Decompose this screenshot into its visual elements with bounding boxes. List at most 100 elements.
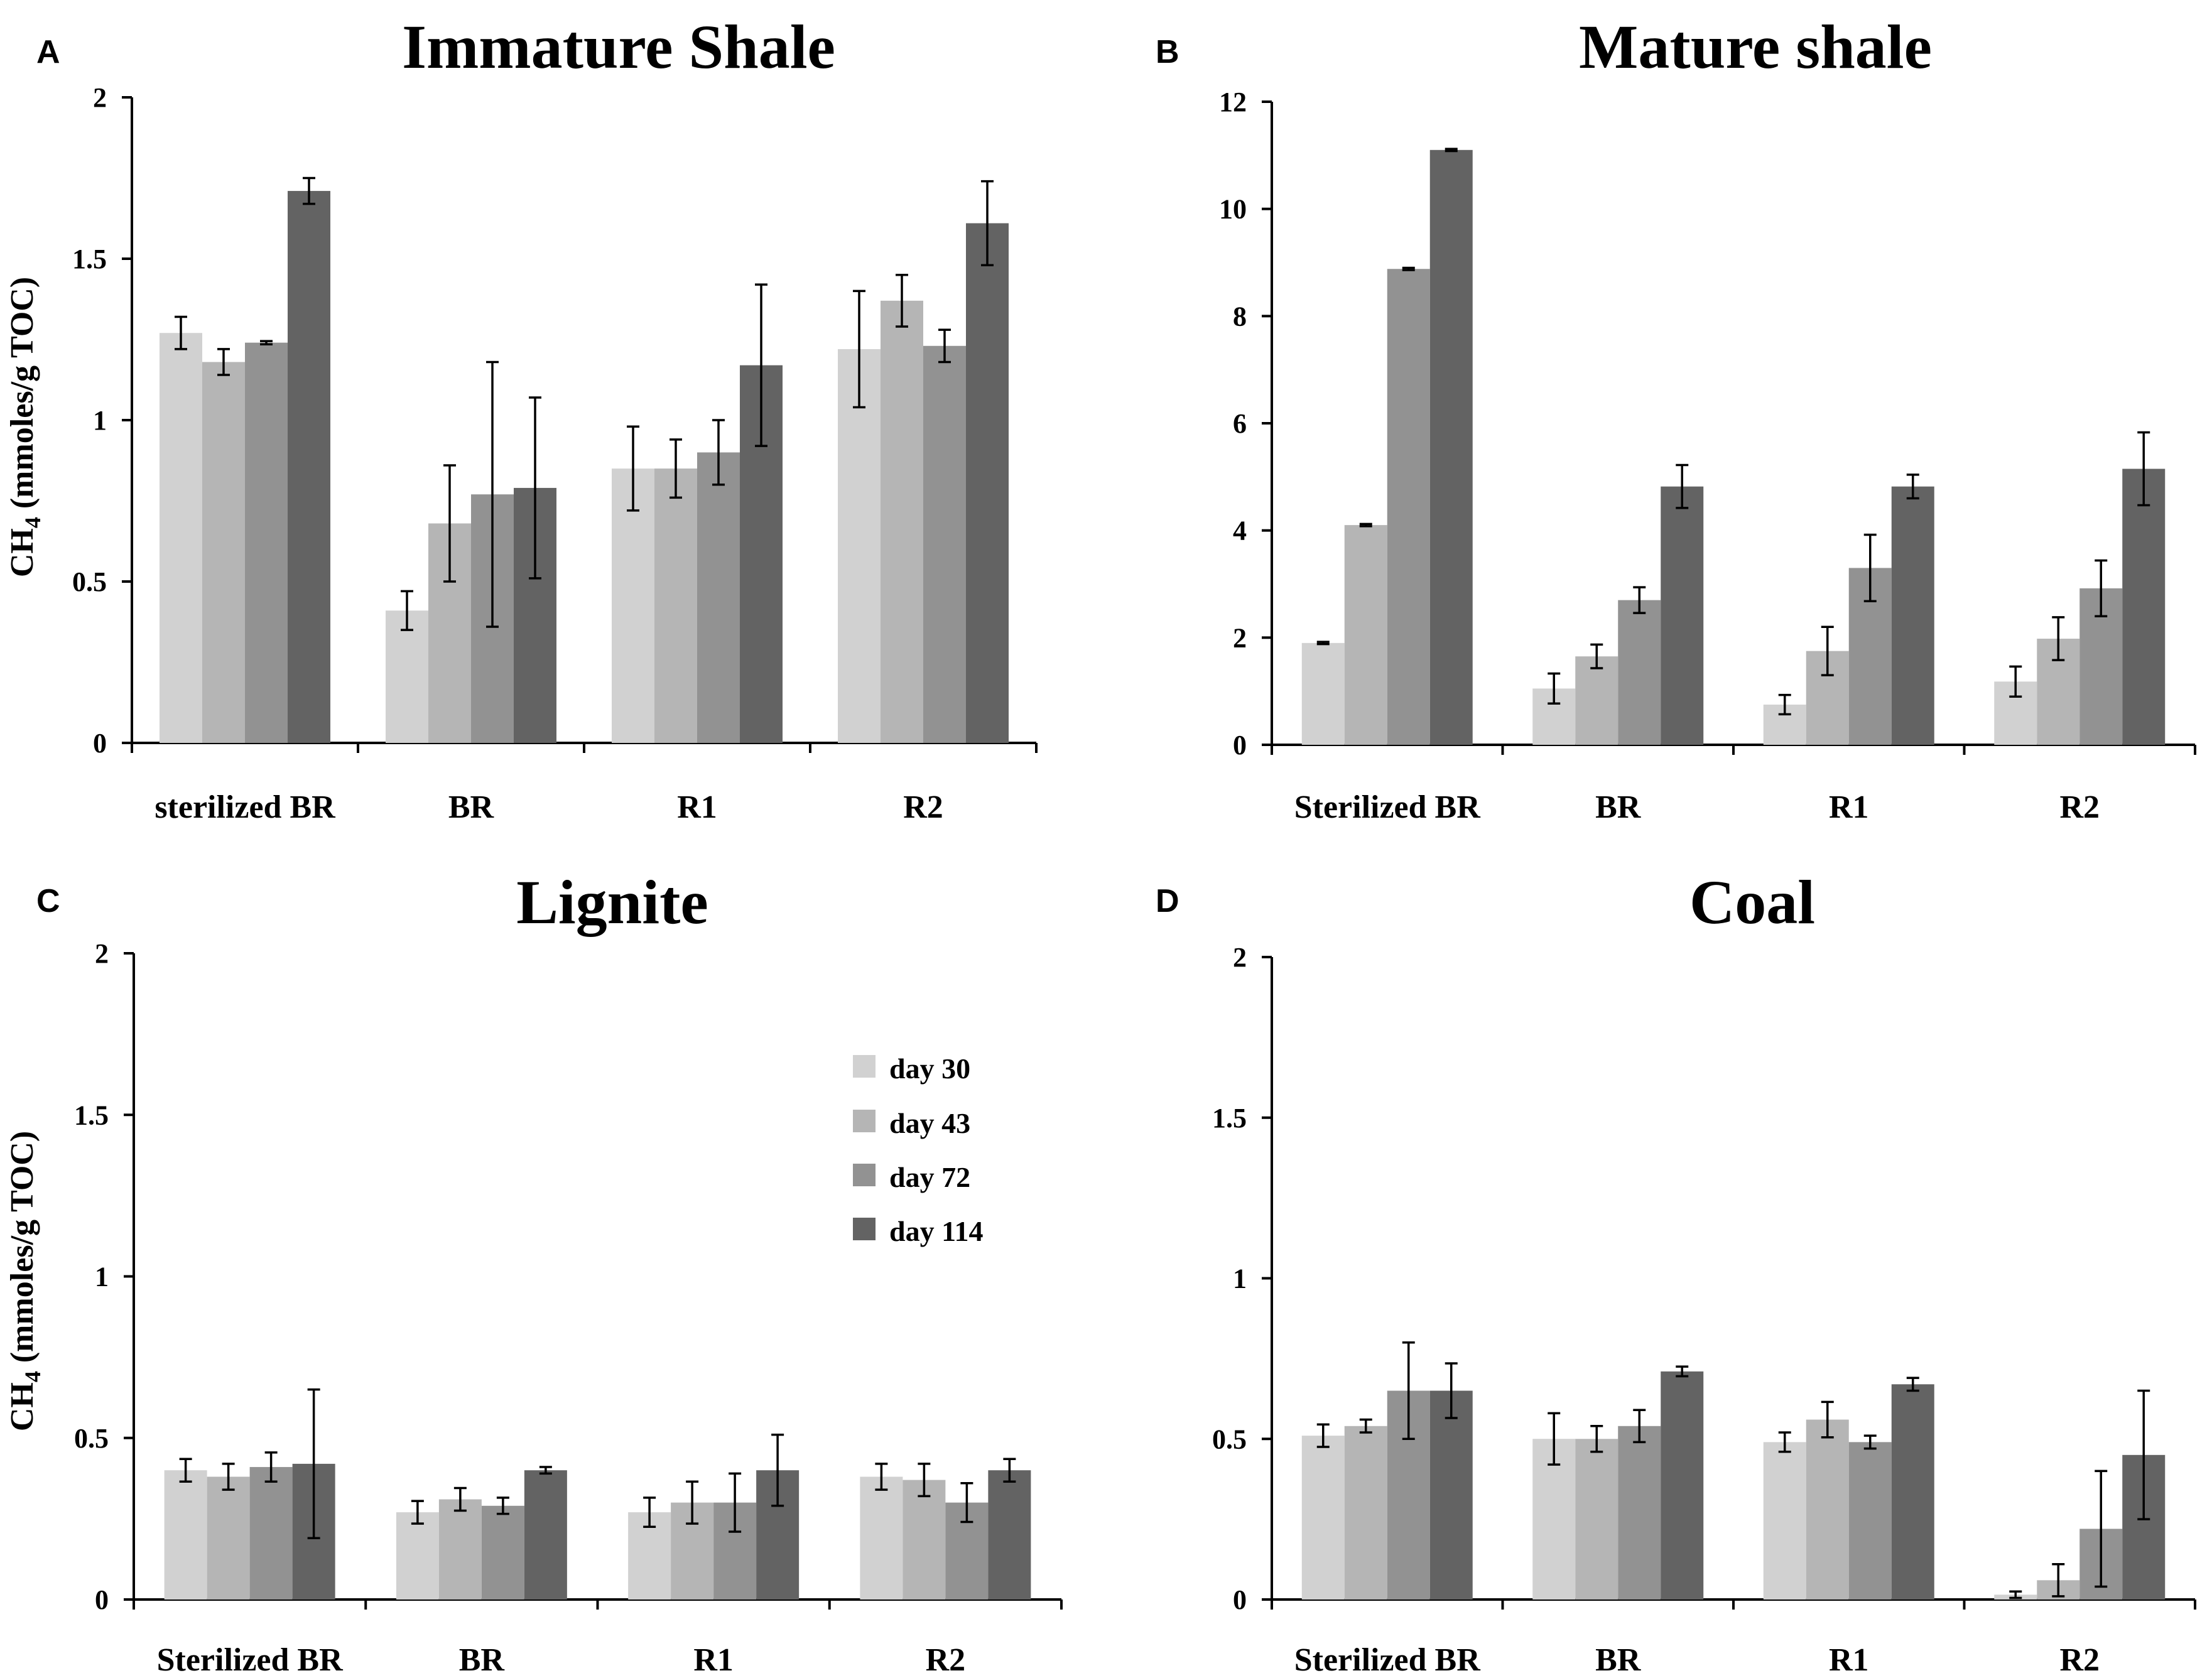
panel-a-bar-day-30-r2 <box>838 349 881 743</box>
panel-c-y-ticks: 0 0.5 1 1.5 2 <box>74 938 134 1615</box>
legend-swatch-day-30 <box>853 1055 876 1078</box>
panel-a-y-tick-label: 1.5 <box>72 244 107 274</box>
panel-d-error-bar-day-72-br <box>1633 1409 1646 1444</box>
panel-c-error-bar-day-43-sterilized-br <box>222 1463 235 1491</box>
panel-c-category-label-r2: R2 <box>926 1642 966 1678</box>
panel-c-error-bar-day-43-br <box>453 1486 467 1512</box>
panel-a-bar-day-114-r2 <box>966 223 1009 744</box>
panel-a-error-bar-day-114-sterilized-br <box>303 176 315 205</box>
panel-d-bar-day-43-br <box>1575 1439 1618 1600</box>
panel-a-bar-day-72-r2 <box>923 345 966 743</box>
panel-a-y-tick-label: 2 <box>93 82 107 113</box>
panel-a-error-bar-day-30-r1 <box>627 425 639 512</box>
panel-a-category-label-r2: R2 <box>903 789 943 825</box>
panel-a-bar-day-72-r1 <box>697 452 740 743</box>
panel-d-category-label-br: BR <box>1595 1642 1642 1678</box>
panel-b-bar-day-30-sterilized-br <box>1301 642 1345 745</box>
panel-a-error-bar-day-114-r2 <box>981 180 994 267</box>
panel-c-error-bar-day-114-sterilized-br <box>307 1388 320 1539</box>
panel-b-error-bar-day-43-sterilized-br <box>1359 522 1372 528</box>
panel-c-y-tick-label: 2 <box>95 938 109 969</box>
legend-swatch-day-43 <box>853 1110 876 1132</box>
panel-b: B Mature shale 0 2 4 6 8 10 12 Sterilized BR BR… <box>1156 12 2196 825</box>
panel-a-bar-day-30-r1 <box>612 468 654 743</box>
legend-label-day-72: day 72 <box>889 1161 970 1193</box>
panel-b-y-tick-label: 4 <box>1233 516 1247 546</box>
panel-c-bar-day-43-sterilized-br <box>207 1476 250 1600</box>
panel-d-title: Coal <box>1689 867 1815 937</box>
panel-d-error-bar-day-43-r1 <box>1821 1400 1834 1439</box>
panel-a-y-tick-label: 0 <box>93 728 107 759</box>
panel-b-error-bar-day-114-r2 <box>2137 431 2150 507</box>
panel-d-bar-day-114-br <box>1661 1371 1704 1600</box>
panel-a-error-bars <box>175 176 994 631</box>
panel-c-error-bar-day-43-r1 <box>686 1480 699 1525</box>
panel-d-error-bar-day-114-r2 <box>2137 1389 2150 1520</box>
panel-c-bar-day-30-r2 <box>860 1476 903 1600</box>
panel-d-category-label-sterilized-br: Sterilized BR <box>1294 1642 1482 1678</box>
panel-a-error-bar-day-43-r2 <box>896 273 908 328</box>
panel-d-bars <box>1301 1371 2166 1600</box>
panel-letter-b: B <box>1156 34 1179 70</box>
panel-a-error-bar-day-43-br <box>443 464 456 583</box>
panel-d-y-tick-label: 1.5 <box>1212 1103 1247 1134</box>
panel-a-category-label-r1: R1 <box>677 789 717 825</box>
panel-c-error-bar-day-72-sterilized-br <box>264 1451 278 1483</box>
panel-d-error-bar-day-72-r1 <box>1863 1434 1877 1450</box>
panel-a: A Immature Shale CH4 (mmoles/g TOC) 0 0.5… <box>4 12 1038 825</box>
panel-c-y-axis-label: CH4 (mmoles/g TOC) <box>4 1131 45 1431</box>
panel-a-error-bar-day-114-br <box>529 396 541 580</box>
legend-swatch-day-72 <box>853 1164 876 1186</box>
panel-d-error-bar-day-30-r2 <box>2009 1590 2022 1600</box>
panel-d-error-bar-day-114-sterilized-br <box>1445 1362 1458 1419</box>
panel-c-y-tick-label: 0.5 <box>74 1423 109 1454</box>
panel-d-error-bars <box>1316 1341 2150 1600</box>
legend: day 30 day 43 day 72 day 114 <box>853 1053 984 1247</box>
panel-c-bars <box>164 1463 1031 1600</box>
panel-a-bar-day-43-sterilized-br <box>202 362 245 743</box>
panel-c-bar-day-30-sterilized-br <box>164 1470 207 1600</box>
panel-d-error-bar-day-30-sterilized-br <box>1316 1423 1330 1448</box>
panel-d: D Coal 0 0.5 1 1.5 2 Sterilized BR BR R1 R2 <box>1156 867 2196 1678</box>
panel-a-error-bar-day-114-r1 <box>755 283 767 447</box>
panel-d-y-tick-label: 1 <box>1233 1264 1247 1294</box>
panel-letter-c: C <box>36 883 60 919</box>
panel-letter-d: D <box>1156 883 1179 919</box>
panel-d-category-label-r1: R1 <box>1829 1642 1869 1678</box>
panel-b-error-bar-day-72-br <box>1633 586 1646 614</box>
panel-letter-a: A <box>36 34 60 70</box>
panel-d-bar-day-72-br <box>1618 1426 1661 1600</box>
panel-b-category-label-r2: R2 <box>2059 789 2100 825</box>
panel-d-error-bar-day-72-sterilized-br <box>1402 1341 1415 1440</box>
panel-d-bar-day-114-r1 <box>1891 1384 1934 1600</box>
panel-c-bar-day-114-r2 <box>988 1470 1031 1600</box>
panel-b-y-tick-label: 0 <box>1233 730 1247 761</box>
panel-b-error-bar-day-30-br <box>1548 672 1561 705</box>
panel-c-bar-day-30-br <box>396 1512 439 1600</box>
panel-a-error-bar-day-72-r1 <box>712 419 725 486</box>
panel-a-error-bar-day-43-r1 <box>670 438 682 499</box>
panel-c-error-bar-day-30-br <box>411 1500 424 1525</box>
panel-c-error-bar-day-30-r1 <box>643 1497 656 1528</box>
panel-a-bar-day-30-sterilized-br <box>160 333 202 743</box>
panel-a-y-tick-label: 1 <box>93 405 107 436</box>
panel-d-error-bar-day-30-br <box>1548 1412 1561 1466</box>
panel-b-category-label-r1: R1 <box>1829 789 1869 825</box>
legend-swatch-day-114 <box>853 1218 876 1240</box>
panel-d-error-bar-day-114-r1 <box>1906 1377 1919 1392</box>
panel-c-category-label-br: BR <box>459 1642 506 1678</box>
panel-b-error-bar-day-43-r2 <box>2052 616 2065 661</box>
panel-b-error-bar-day-30-sterilized-br <box>1316 641 1330 646</box>
panel-d-error-bar-day-30-r1 <box>1778 1431 1791 1453</box>
panel-d-y-tick-label: 0.5 <box>1212 1424 1247 1454</box>
panel-c: C Lignite CH4 (mmoles/g TOC) 0 0.5 1 1.5 2 S… <box>4 867 1063 1678</box>
panel-a-bar-day-72-sterilized-br <box>245 342 288 743</box>
panel-d-error-bar-day-43-br <box>1590 1425 1603 1453</box>
panel-c-error-bar-day-72-br <box>496 1497 509 1515</box>
panel-b-error-bar-day-114-sterilized-br <box>1445 148 1458 153</box>
panel-a-bars <box>160 191 1009 744</box>
legend-label-day-30: day 30 <box>889 1053 970 1085</box>
panel-c-error-bar-day-114-r2 <box>1003 1458 1016 1483</box>
panel-a-category-label-sterilized-br: sterilized BR <box>155 789 336 825</box>
panel-b-error-bar-day-30-r2 <box>2009 665 2022 698</box>
